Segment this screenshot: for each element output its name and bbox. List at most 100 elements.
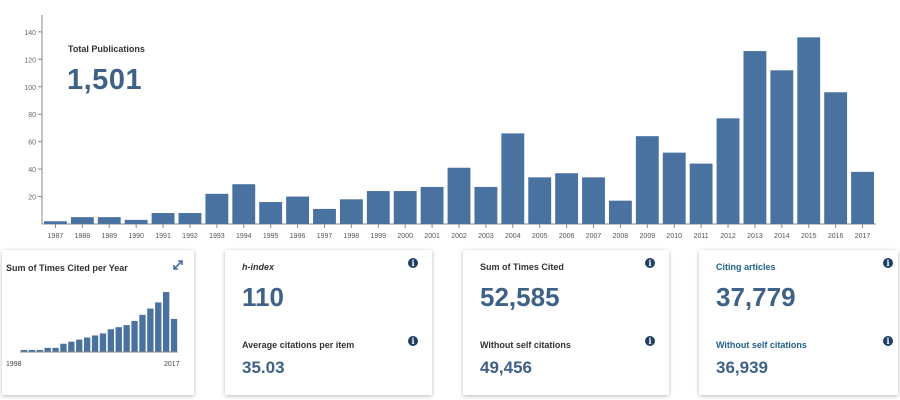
avg-citations-label: Average citations per item [242, 340, 355, 350]
x-tick-label: 1997 [317, 233, 333, 240]
x-tick-label: 2001 [424, 233, 440, 240]
x-tick-label: 1996 [290, 233, 306, 240]
info-icon[interactable]: i [883, 336, 893, 346]
y-tick-label: 20 [28, 195, 36, 202]
citing-without-self-citations-value: 36,939 [716, 358, 768, 377]
without-self-citations-label: Without self citations [480, 340, 571, 350]
bar-1990 [124, 219, 148, 224]
x-tick-label: 2014 [774, 233, 790, 240]
mini-bar [20, 349, 28, 352]
mini-bar [44, 347, 51, 352]
mini-bar [147, 308, 154, 352]
citing-articles-card: Citing articles i 37,779 Without self ci… [699, 250, 898, 395]
x-tick-label: 2008 [613, 233, 629, 240]
info-icon[interactable]: i [883, 258, 893, 268]
x-tick-label: 2000 [397, 233, 413, 240]
bar-2002 [447, 167, 471, 224]
x-tick-label: 1991 [155, 233, 171, 240]
mini-x-end-label: 2017 [164, 361, 180, 368]
citing-articles-value: 37,779 [716, 282, 796, 312]
y-tick-label: 40 [28, 167, 36, 174]
y-tick-label: 140 [24, 30, 36, 37]
citing-without-self-citations-link[interactable]: Without self citations [716, 340, 807, 350]
times-cited-per-year-card[interactable]: Sum of Times Cited per Year [2, 250, 194, 395]
x-tick-label: 2004 [505, 233, 521, 240]
mini-bar [60, 343, 67, 352]
bar-2010 [662, 152, 686, 224]
times-cited-per-year-title: Sum of Times Cited per Year [6, 263, 128, 273]
h-index-label: h-index [242, 262, 275, 272]
x-tick-label: 1989 [101, 233, 117, 240]
x-tick-label: 2007 [586, 233, 602, 240]
bar-2000 [393, 191, 417, 224]
bar-1987 [44, 221, 67, 224]
bar-2004 [501, 133, 525, 224]
bar-2003 [474, 186, 498, 224]
total-publications-value: 1,501 [67, 64, 143, 96]
citing-articles-link[interactable]: Citing articles [716, 262, 776, 272]
bar-1989 [97, 217, 121, 224]
mini-bar [36, 349, 43, 352]
bar-2017 [851, 171, 874, 224]
x-tick-label: 2002 [451, 233, 467, 240]
x-tick-label: 2010 [666, 233, 682, 240]
bar-2014 [770, 70, 794, 224]
info-icon[interactable]: i [408, 258, 418, 268]
mini-bar [162, 292, 170, 352]
x-tick-label: 1992 [182, 233, 198, 240]
mini-bar [99, 333, 107, 352]
bar-1999 [366, 191, 390, 224]
bar-1996 [286, 196, 310, 224]
info-icon[interactable]: i [645, 336, 655, 346]
bar-1993 [205, 193, 229, 224]
mini-bar [123, 325, 130, 352]
x-tick-label: 1987 [48, 233, 64, 240]
mini-bar [28, 349, 36, 352]
info-icon[interactable]: i [645, 258, 655, 268]
expand-icon[interactable] [172, 259, 184, 271]
mini-bar [83, 337, 91, 352]
x-tick-label: 2017 [855, 233, 871, 240]
sum-times-cited-value: 52,585 [480, 282, 560, 312]
total-publications-label: Total Publications [68, 44, 145, 54]
x-tick-label: 2011 [694, 233, 709, 240]
bar-1992 [178, 213, 202, 224]
y-tick-label: 100 [24, 85, 36, 92]
bar-1995 [259, 202, 283, 224]
avg-citations-value: 35.03 [242, 358, 285, 377]
x-tick-label: 1994 [236, 233, 252, 240]
bar-1997 [313, 208, 336, 224]
without-self-citations-value: 49,456 [480, 358, 532, 377]
mini-bar [107, 329, 115, 352]
bar-1998 [339, 199, 363, 224]
bar-2001 [420, 186, 444, 224]
bar-2013 [743, 51, 767, 224]
x-tick-label: 1999 [371, 233, 387, 240]
info-icon[interactable]: i [408, 336, 418, 346]
h-index-value: 110 [242, 282, 284, 312]
bar-2008 [608, 200, 632, 224]
mini-bar [131, 321, 138, 352]
bar-2016 [824, 92, 848, 224]
mini-x-start-label: 1998 [6, 361, 22, 368]
bar-1988 [70, 217, 94, 224]
x-tick-label: 2016 [828, 233, 844, 240]
mini-bar [155, 302, 162, 352]
bar-1991 [151, 213, 175, 224]
y-tick-label: 120 [24, 57, 36, 64]
sum-times-cited-card: Sum of Times Cited i 52,585 Without self… [463, 250, 669, 395]
x-tick-label: 1998 [344, 233, 360, 240]
x-tick-label: 2009 [640, 233, 656, 240]
mini-bar [52, 347, 59, 352]
y-tick-label: 80 [28, 112, 36, 119]
x-tick-label: 2005 [532, 233, 548, 240]
x-tick-label: 2012 [720, 233, 736, 240]
x-tick-label: 1995 [263, 233, 279, 240]
h-index-card: h-index i 110 Average citations per item… [225, 250, 432, 395]
bar-1994 [232, 184, 256, 224]
mini-bar [115, 327, 122, 352]
mini-bar [76, 339, 83, 352]
x-tick-label: 2013 [747, 233, 763, 240]
bar-2007 [582, 177, 605, 224]
x-tick-label: 1993 [209, 233, 225, 240]
